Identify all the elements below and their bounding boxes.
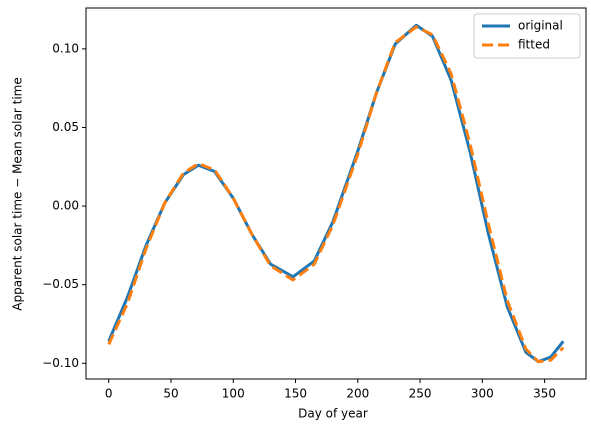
y-axis-label: Apparent solar time − Mean solar time [11,77,25,310]
y-tick-label: 0.00 [52,199,79,213]
x-tick-label: 200 [346,387,369,401]
x-tick-label: 300 [471,387,494,401]
x-axis-label: Day of year [298,407,368,421]
legend-label: fitted [518,38,550,52]
x-tick-label: 250 [409,387,432,401]
series-line [107,23,565,364]
series-line [107,25,565,364]
plot-frame [85,7,587,380]
y-tick-label: −0.05 [42,277,79,291]
legend-label: original [518,19,563,33]
x-tick-label: 0 [105,387,113,401]
x-tick-label: 150 [284,387,307,401]
x-tick-label: 50 [163,387,178,401]
y-tick-label: −0.10 [42,356,79,370]
y-tick-label: 0.10 [52,41,79,55]
legend: original fitted [473,13,581,59]
y-tick-label: 0.05 [52,120,79,134]
x-tick-label: 100 [222,387,245,401]
x-tick-label: 350 [533,387,556,401]
